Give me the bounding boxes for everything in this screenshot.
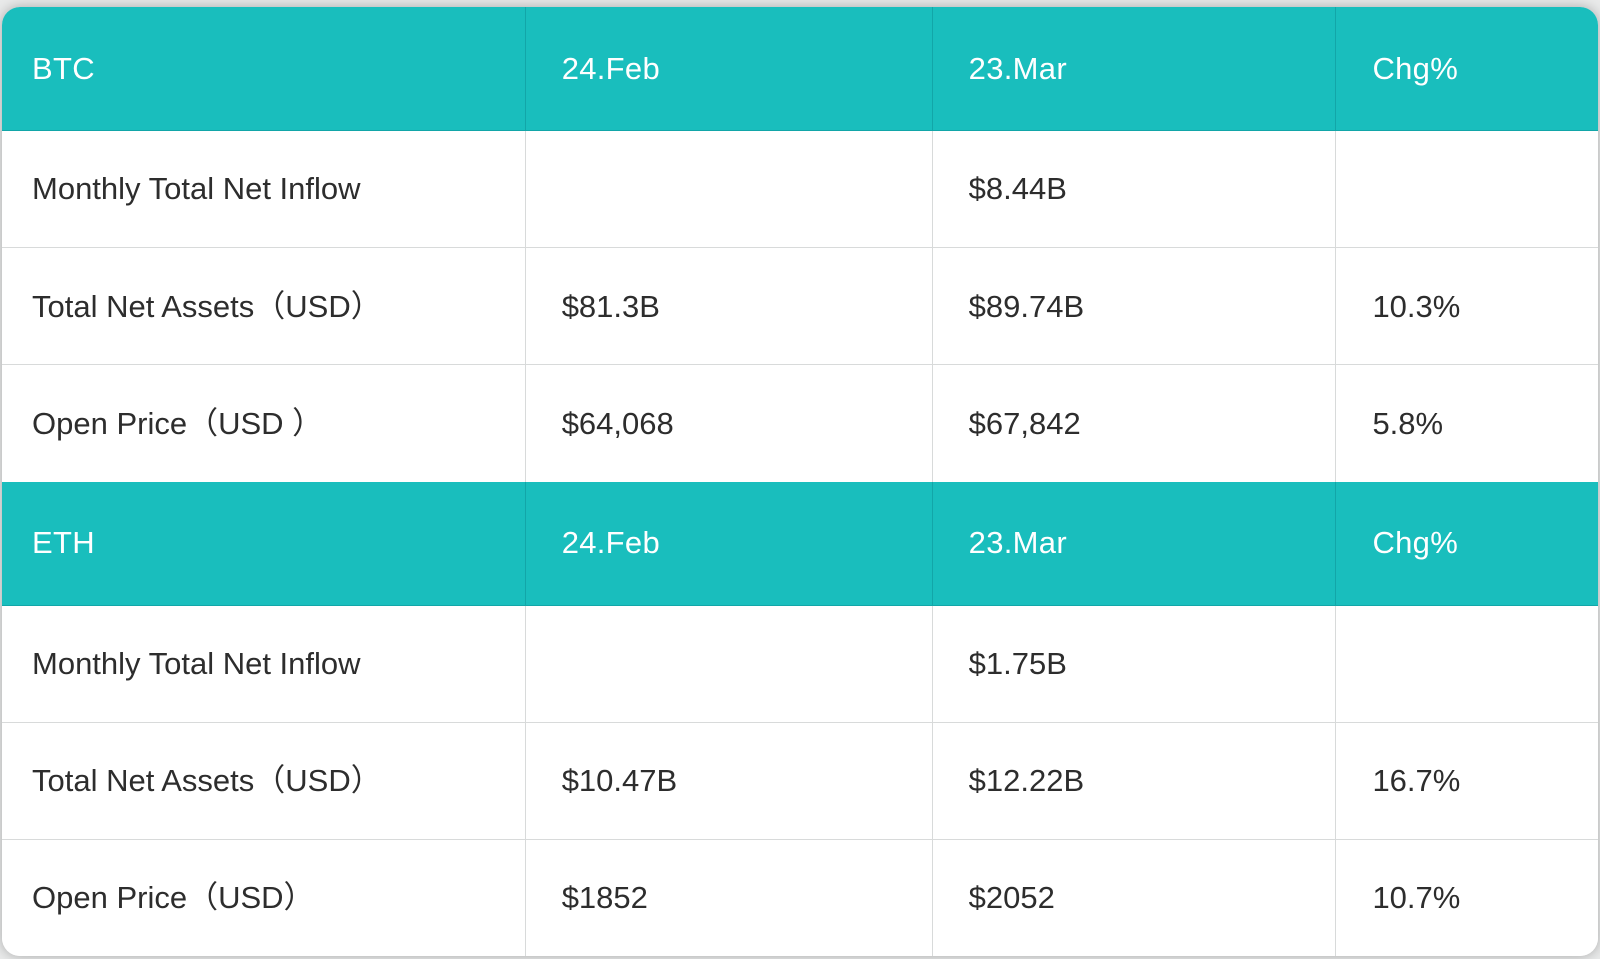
btc-open-price-feb: $64,068 — [524, 365, 932, 482]
btc-net-assets-label: Total Net Assets（USD） — [32, 288, 382, 324]
eth-row-monthly-net-inflow: Monthly Total Net Inflow $1.75B — [2, 605, 1598, 722]
btc-header-asset: BTC — [32, 50, 95, 86]
btc-monthly-inflow-chg — [1335, 131, 1598, 248]
btc-header-mar: 23.Mar — [931, 7, 1336, 130]
btc-header-feb: 24.Feb — [524, 7, 932, 130]
btc-monthly-inflow-label: Monthly Total Net Inflow — [32, 171, 361, 207]
btc-open-price-mar: $67,842 — [931, 365, 1336, 482]
eth-monthly-inflow-chg — [1335, 605, 1598, 722]
eth-open-price-chg: 10.7% — [1335, 839, 1598, 956]
eth-monthly-inflow-label: Monthly Total Net Inflow — [32, 646, 361, 681]
btc-row-open-price: Open Price（USD ） $64,068 $67,842 5.8% — [2, 364, 1598, 482]
btc-open-price-chg: 5.8% — [1335, 365, 1598, 482]
eth-header-mar: 23.Mar — [931, 481, 1336, 605]
eth-open-price-feb: $1852 — [524, 839, 932, 956]
eth-monthly-inflow-feb — [524, 605, 932, 722]
btc-header-row: BTC 24.Feb 23.Mar Chg% — [2, 7, 1598, 131]
btc-net-assets-chg: 10.3% — [1335, 248, 1598, 365]
btc-row-monthly-net-inflow: Monthly Total Net Inflow $8.44B — [2, 131, 1598, 248]
eth-header-feb: 24.Feb — [524, 481, 932, 605]
eth-net-assets-feb: $10.47B — [524, 722, 932, 839]
btc-row-total-net-assets: Total Net Assets（USD） $81.3B $89.74B 10.… — [2, 247, 1598, 365]
btc-net-assets-feb: $81.3B — [524, 248, 932, 365]
eth-net-assets-mar: $12.22B — [931, 722, 1336, 839]
eth-open-price-label: Open Price（USD） — [32, 880, 315, 916]
btc-open-price-label: Open Price（USD ） — [32, 405, 324, 441]
eth-header-chg: Chg% — [1335, 481, 1598, 605]
btc-monthly-inflow-mar: $8.44B — [931, 131, 1336, 248]
eth-header-asset: ETH — [32, 525, 95, 561]
eth-header-row: ETH 24.Feb 23.Mar Chg% — [2, 481, 1598, 606]
eth-monthly-inflow-mar: $1.75B — [931, 605, 1336, 722]
btc-net-assets-mar: $89.74B — [931, 248, 1336, 365]
eth-net-assets-label: Total Net Assets（USD） — [32, 763, 382, 799]
crypto-etf-table-card: BTC 24.Feb 23.Mar Chg% Monthly Total Net… — [2, 7, 1598, 956]
btc-monthly-inflow-feb — [524, 131, 932, 248]
btc-header-chg: Chg% — [1335, 7, 1598, 130]
eth-row-open-price: Open Price（USD） $1852 $2052 10.7% — [2, 838, 1598, 956]
eth-open-price-mar: $2052 — [931, 839, 1336, 956]
eth-row-total-net-assets: Total Net Assets（USD） $10.47B $12.22B 16… — [2, 721, 1598, 839]
eth-net-assets-chg: 16.7% — [1335, 722, 1598, 839]
